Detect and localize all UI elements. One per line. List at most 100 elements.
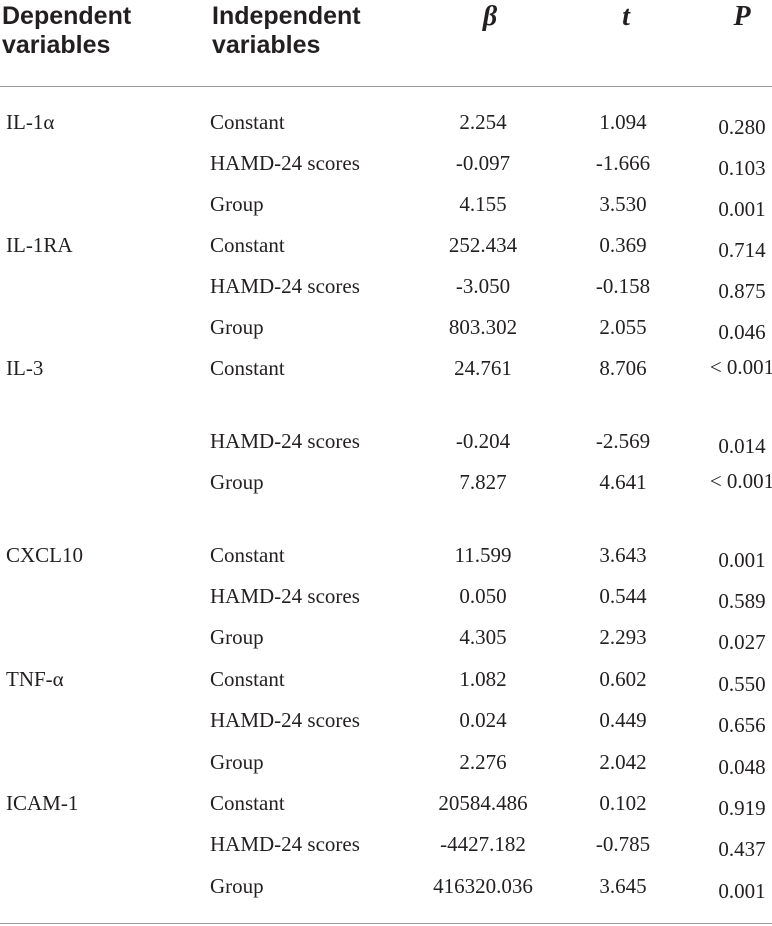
table-row: HAMD-24 scores -3.050 -0.158 0.875	[0, 273, 772, 314]
t-cell: -0.158	[595, 274, 651, 298]
t-cell: 0.449	[599, 708, 647, 732]
beta-cell: 11.599	[454, 543, 512, 567]
beta-cell: 0.024	[459, 708, 507, 732]
beta-cell: -0.204	[455, 429, 511, 453]
t-cell: 0.602	[599, 667, 647, 691]
header-t: t	[622, 1, 630, 32]
table-row: CXCL10 Constant 11.599 3.643 0.001	[0, 542, 772, 583]
table-row: IL-1α Constant 2.254 1.094 0.280	[0, 109, 772, 150]
p-value-cell: 0.103	[718, 156, 766, 180]
dependent-variable-cell: TNF-α	[6, 667, 64, 691]
p-value-cell: 0.001	[718, 548, 766, 572]
beta-cell: 2.254	[459, 110, 507, 134]
p-value-cell: 0.589	[718, 589, 766, 613]
independent-variable-cell: Constant	[210, 667, 285, 691]
p-value-cell: 0.875	[718, 279, 766, 303]
p-value-cell: 0.048	[718, 755, 766, 779]
table-row: Group 2.276 2.042 0.048	[0, 749, 772, 790]
beta-cell: 4.155	[459, 192, 507, 216]
dependent-variable-cell: IL-1RA	[6, 233, 73, 257]
p-value-cell: 0.280	[718, 115, 766, 139]
beta-cell: 416320.036	[433, 874, 533, 898]
table-bottom-rule	[0, 923, 772, 924]
t-cell: -2.569	[595, 429, 651, 453]
p-value-cell: 0.046	[718, 320, 766, 344]
beta-cell: 252.434	[448, 233, 518, 257]
table-row: Group 416320.036 3.645 0.001	[0, 873, 772, 914]
t-cell: 3.643	[599, 543, 647, 567]
beta-cell: 20584.486	[438, 791, 528, 815]
t-cell: 8.706	[599, 356, 647, 380]
dependent-variable-cell: IL-3	[6, 356, 44, 380]
table-row: Group 803.302 2.055 0.046	[0, 314, 772, 355]
p-value-cell: 0.550	[718, 672, 766, 696]
t-cell: 2.293	[599, 625, 647, 649]
independent-variable-cell: Constant	[210, 543, 285, 567]
header-p: P	[733, 1, 751, 32]
t-cell: 2.042	[599, 750, 647, 774]
table-row: HAMD-24 scores 0.050 0.544 0.589	[0, 583, 772, 624]
table-row: HAMD-24 scores -0.204 -2.569 0.014	[0, 428, 772, 469]
independent-variable-cell: Group	[210, 315, 264, 339]
beta-cell: 24.761	[454, 356, 512, 380]
independent-variable-cell: HAMD-24 scores	[210, 429, 360, 453]
independent-variable-cell: Group	[210, 470, 264, 494]
independent-variable-cell: Constant	[210, 356, 285, 380]
t-cell: 3.645	[599, 874, 647, 898]
dependent-variable-cell: CXCL10	[6, 543, 84, 567]
p-value-cell: 0.001	[718, 879, 766, 903]
independent-variable-cell: Group	[210, 750, 264, 774]
dependent-variable-cell: ICAM-1	[6, 791, 79, 815]
table-row: Group 7.827 4.641 < 0.001	[0, 469, 772, 510]
t-cell: 0.369	[599, 233, 647, 257]
header-beta: β	[482, 1, 498, 32]
independent-variable-cell: HAMD-24 scores	[210, 584, 360, 608]
p-value-cell: 0.656	[718, 713, 766, 737]
t-cell: 0.544	[599, 584, 647, 608]
table-row: Group 4.305 2.293 0.027	[0, 624, 772, 665]
beta-cell: 4.305	[459, 625, 507, 649]
header-dependent-variables: Dependent variables	[2, 2, 132, 59]
independent-variable-cell: Group	[210, 874, 264, 898]
p-value-cell: 0.919	[718, 796, 766, 820]
independent-variable-cell: Constant	[210, 110, 285, 134]
dependent-variable-cell: IL-1α	[6, 110, 55, 134]
p-value-cell: 0.001	[718, 197, 766, 221]
independent-variable-cell: HAMD-24 scores	[210, 832, 360, 856]
t-cell: 2.055	[599, 315, 647, 339]
independent-variable-cell: Group	[210, 192, 264, 216]
t-cell: 0.102	[599, 791, 647, 815]
table-row: HAMD-24 scores 0.024 0.449 0.656	[0, 707, 772, 748]
p-value-cell: < 0.001	[709, 355, 772, 379]
t-cell: -0.785	[595, 832, 651, 856]
p-value-cell: < 0.001	[709, 469, 772, 493]
independent-variable-cell: HAMD-24 scores	[210, 274, 360, 298]
t-cell: 3.530	[599, 192, 647, 216]
beta-cell: 2.276	[459, 750, 507, 774]
beta-cell: 803.302	[448, 315, 518, 339]
table-row: Group 4.155 3.530 0.001	[0, 191, 772, 232]
header-independent-variables: Independent variables	[212, 2, 361, 59]
table-row: IL-3 Constant 24.761 8.706 < 0.001	[0, 355, 772, 396]
beta-cell: -4427.182	[440, 832, 526, 856]
independent-variable-cell: Constant	[210, 233, 285, 257]
p-value-cell: 0.027	[718, 630, 766, 654]
header-divider	[0, 86, 772, 87]
beta-cell: 7.827	[459, 470, 507, 494]
beta-cell: -0.097	[455, 151, 511, 175]
beta-cell: 1.082	[459, 667, 507, 691]
t-cell: -1.666	[595, 151, 651, 175]
beta-cell: -3.050	[455, 274, 511, 298]
table-row: ICAM-1 Constant 20584.486 0.102 0.919	[0, 790, 772, 831]
independent-variable-cell: Group	[210, 625, 264, 649]
t-cell: 1.094	[599, 110, 647, 134]
table-row: HAMD-24 scores -4427.182 -0.785 0.437	[0, 831, 772, 872]
independent-variable-cell: Constant	[210, 791, 285, 815]
p-value-cell: 0.437	[718, 837, 766, 861]
t-cell: 4.641	[599, 470, 647, 494]
p-value-cell: 0.014	[718, 434, 766, 458]
table-row: IL-1RA Constant 252.434 0.369 0.714	[0, 232, 772, 273]
table-row: TNF-α Constant 1.082 0.602 0.550	[0, 666, 772, 707]
table-row: HAMD-24 scores -0.097 -1.666 0.103	[0, 150, 772, 191]
